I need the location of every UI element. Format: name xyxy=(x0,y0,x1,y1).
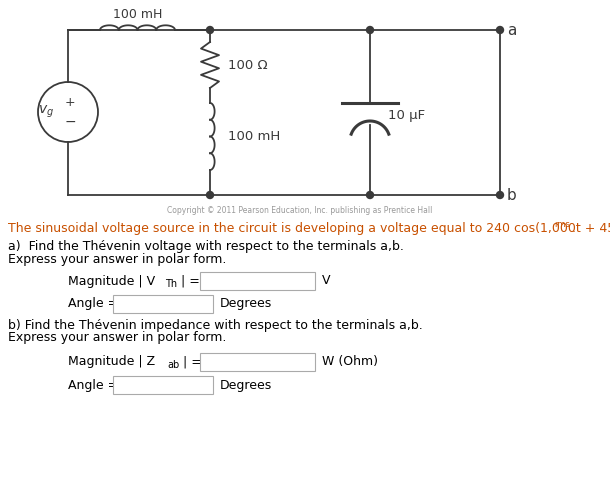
Text: b: b xyxy=(507,187,517,203)
Text: Copyright © 2011 Pearson Education, Inc. publishing as Prentice Hall: Copyright © 2011 Pearson Education, Inc.… xyxy=(167,206,432,215)
Circle shape xyxy=(207,26,214,33)
Text: .: . xyxy=(572,221,576,235)
Circle shape xyxy=(207,192,214,198)
Text: Degrees: Degrees xyxy=(220,297,272,311)
Text: Magnitude | Z: Magnitude | Z xyxy=(68,356,155,369)
Text: | =: | = xyxy=(177,274,200,287)
Text: $v_g$: $v_g$ xyxy=(38,104,54,120)
Text: Magnitude | V: Magnitude | V xyxy=(68,274,155,287)
Text: Th: Th xyxy=(165,279,177,289)
Circle shape xyxy=(367,192,373,198)
Text: | =: | = xyxy=(179,356,202,369)
Text: a)  Find the Thévenin voltage with respect to the terminals a,b.: a) Find the Thévenin voltage with respec… xyxy=(8,239,404,252)
Text: ab: ab xyxy=(167,360,179,370)
Text: −: − xyxy=(64,115,76,129)
Text: 100 mH: 100 mH xyxy=(113,8,162,21)
Text: Degrees: Degrees xyxy=(220,379,272,391)
FancyBboxPatch shape xyxy=(113,295,213,313)
Text: Express your answer in polar form.: Express your answer in polar form. xyxy=(8,332,226,345)
Text: Angle =: Angle = xyxy=(68,379,118,391)
FancyBboxPatch shape xyxy=(200,353,315,371)
Text: rms: rms xyxy=(554,219,570,228)
Text: 10 μF: 10 μF xyxy=(388,109,425,121)
Text: a: a xyxy=(507,22,517,37)
Text: +: + xyxy=(65,96,75,109)
Text: 100 mH: 100 mH xyxy=(228,130,280,143)
Circle shape xyxy=(497,192,503,198)
Text: b) Find the Thévenin impedance with respect to the terminals a,b.: b) Find the Thévenin impedance with resp… xyxy=(8,318,423,332)
Text: The sinusoidal voltage source in the circuit is developing a voltage equal to 24: The sinusoidal voltage source in the cir… xyxy=(8,221,610,235)
Text: V: V xyxy=(322,274,331,287)
Text: Angle =: Angle = xyxy=(68,297,118,311)
FancyBboxPatch shape xyxy=(113,376,213,394)
Circle shape xyxy=(497,26,503,33)
Text: W (Ohm): W (Ohm) xyxy=(322,356,378,369)
FancyBboxPatch shape xyxy=(200,272,315,290)
Circle shape xyxy=(367,26,373,33)
Text: 100 Ω: 100 Ω xyxy=(228,58,268,72)
Text: Express your answer in polar form.: Express your answer in polar form. xyxy=(8,252,226,265)
